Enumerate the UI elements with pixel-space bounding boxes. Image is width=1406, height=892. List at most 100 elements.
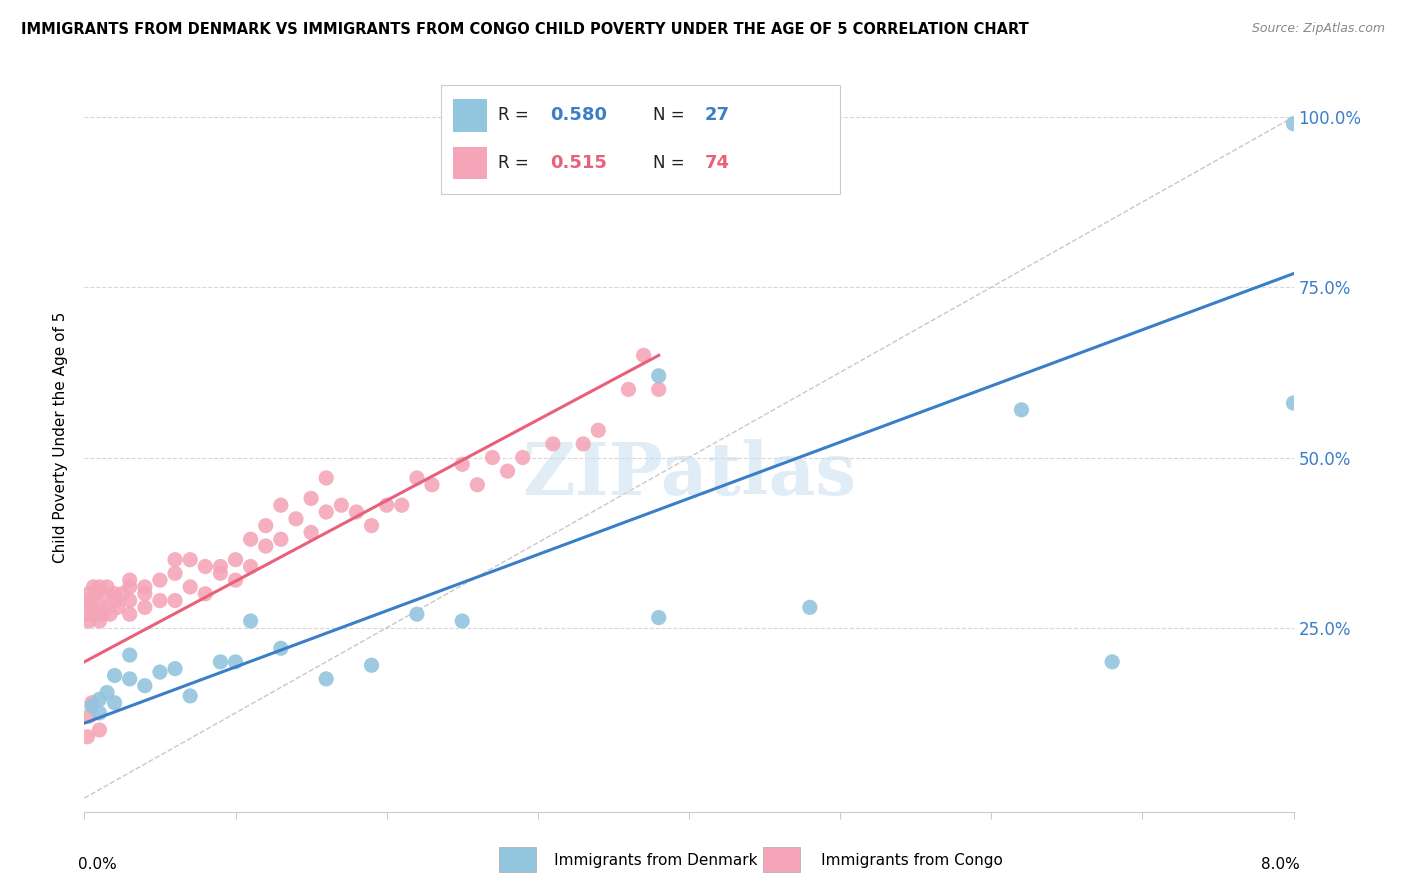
Point — [648, 383, 671, 397]
Point — [179, 580, 201, 594]
Point — [84, 607, 107, 622]
Point — [93, 587, 115, 601]
Point — [330, 498, 353, 512]
Point — [118, 672, 141, 686]
Point — [179, 552, 201, 566]
Point — [239, 614, 262, 628]
Point — [89, 706, 111, 720]
Text: N =: N = — [652, 106, 689, 124]
Point — [82, 580, 104, 594]
Point — [118, 593, 141, 607]
Point — [315, 471, 337, 485]
Point — [194, 559, 217, 574]
Point — [375, 498, 398, 512]
Point — [648, 368, 671, 383]
Point — [165, 566, 187, 581]
Point — [80, 600, 103, 615]
Point — [360, 518, 382, 533]
Point — [77, 709, 100, 723]
Point — [165, 662, 187, 676]
Point — [270, 498, 292, 512]
Point — [1282, 396, 1305, 410]
Point — [648, 610, 671, 624]
Point — [86, 587, 108, 601]
Point — [118, 648, 141, 662]
Text: Immigrants from Denmark: Immigrants from Denmark — [520, 854, 758, 868]
Point — [270, 641, 292, 656]
Point — [118, 607, 141, 622]
Text: 0.0%: 0.0% — [79, 856, 117, 871]
Point — [225, 552, 247, 566]
Point — [149, 593, 172, 607]
Point — [76, 730, 98, 744]
Point — [1282, 117, 1305, 131]
Point — [134, 679, 156, 693]
Point — [315, 672, 337, 686]
Bar — [453, 147, 486, 179]
Point — [76, 593, 98, 607]
Point — [96, 685, 118, 699]
Text: R =: R = — [498, 106, 534, 124]
Point — [346, 505, 368, 519]
Point — [406, 471, 429, 485]
Point — [360, 658, 382, 673]
Text: 27: 27 — [704, 106, 730, 124]
Point — [481, 450, 503, 465]
Text: R =: R = — [498, 154, 534, 172]
Text: Immigrants from Congo: Immigrants from Congo — [787, 854, 1004, 868]
Point — [134, 600, 156, 615]
Point — [254, 518, 277, 533]
Point — [315, 505, 337, 519]
Point — [165, 552, 187, 566]
Point — [617, 383, 640, 397]
Text: ZIPatlas: ZIPatlas — [522, 439, 856, 510]
Point — [420, 477, 443, 491]
Point — [77, 614, 100, 628]
Point — [299, 491, 322, 506]
Point — [588, 423, 610, 437]
Point — [107, 600, 129, 615]
Text: 8.0%: 8.0% — [1261, 856, 1299, 871]
Point — [96, 600, 118, 615]
Point — [134, 580, 156, 594]
Point — [89, 692, 111, 706]
Point — [285, 512, 308, 526]
Text: 0.580: 0.580 — [550, 106, 607, 124]
Point — [254, 539, 277, 553]
Point — [104, 668, 127, 682]
Point — [209, 559, 232, 574]
Point — [209, 566, 232, 581]
Point — [79, 593, 101, 607]
Point — [76, 607, 98, 622]
Text: IMMIGRANTS FROM DENMARK VS IMMIGRANTS FROM CONGO CHILD POVERTY UNDER THE AGE OF : IMMIGRANTS FROM DENMARK VS IMMIGRANTS FR… — [21, 22, 1029, 37]
Point — [451, 614, 474, 628]
Point — [104, 587, 127, 601]
Point — [98, 607, 121, 622]
Point — [80, 696, 103, 710]
Point — [80, 699, 103, 714]
Point — [89, 600, 111, 615]
Text: 0.515: 0.515 — [550, 154, 607, 172]
Point — [118, 573, 141, 587]
Point — [194, 587, 217, 601]
Point — [299, 525, 322, 540]
Point — [89, 580, 111, 594]
Point — [118, 580, 141, 594]
Point — [165, 593, 187, 607]
Point — [149, 665, 172, 679]
Bar — [763, 847, 800, 872]
FancyBboxPatch shape — [441, 85, 841, 194]
Point — [239, 559, 262, 574]
Point — [406, 607, 429, 622]
Point — [89, 614, 111, 628]
Point — [799, 600, 821, 615]
Point — [239, 533, 262, 547]
Point — [451, 458, 474, 472]
Point — [209, 655, 232, 669]
Point — [91, 607, 114, 622]
Text: N =: N = — [652, 154, 689, 172]
Point — [96, 580, 118, 594]
Y-axis label: Child Poverty Under the Age of 5: Child Poverty Under the Age of 5 — [53, 311, 69, 563]
Text: 74: 74 — [704, 154, 730, 172]
Point — [111, 587, 134, 601]
